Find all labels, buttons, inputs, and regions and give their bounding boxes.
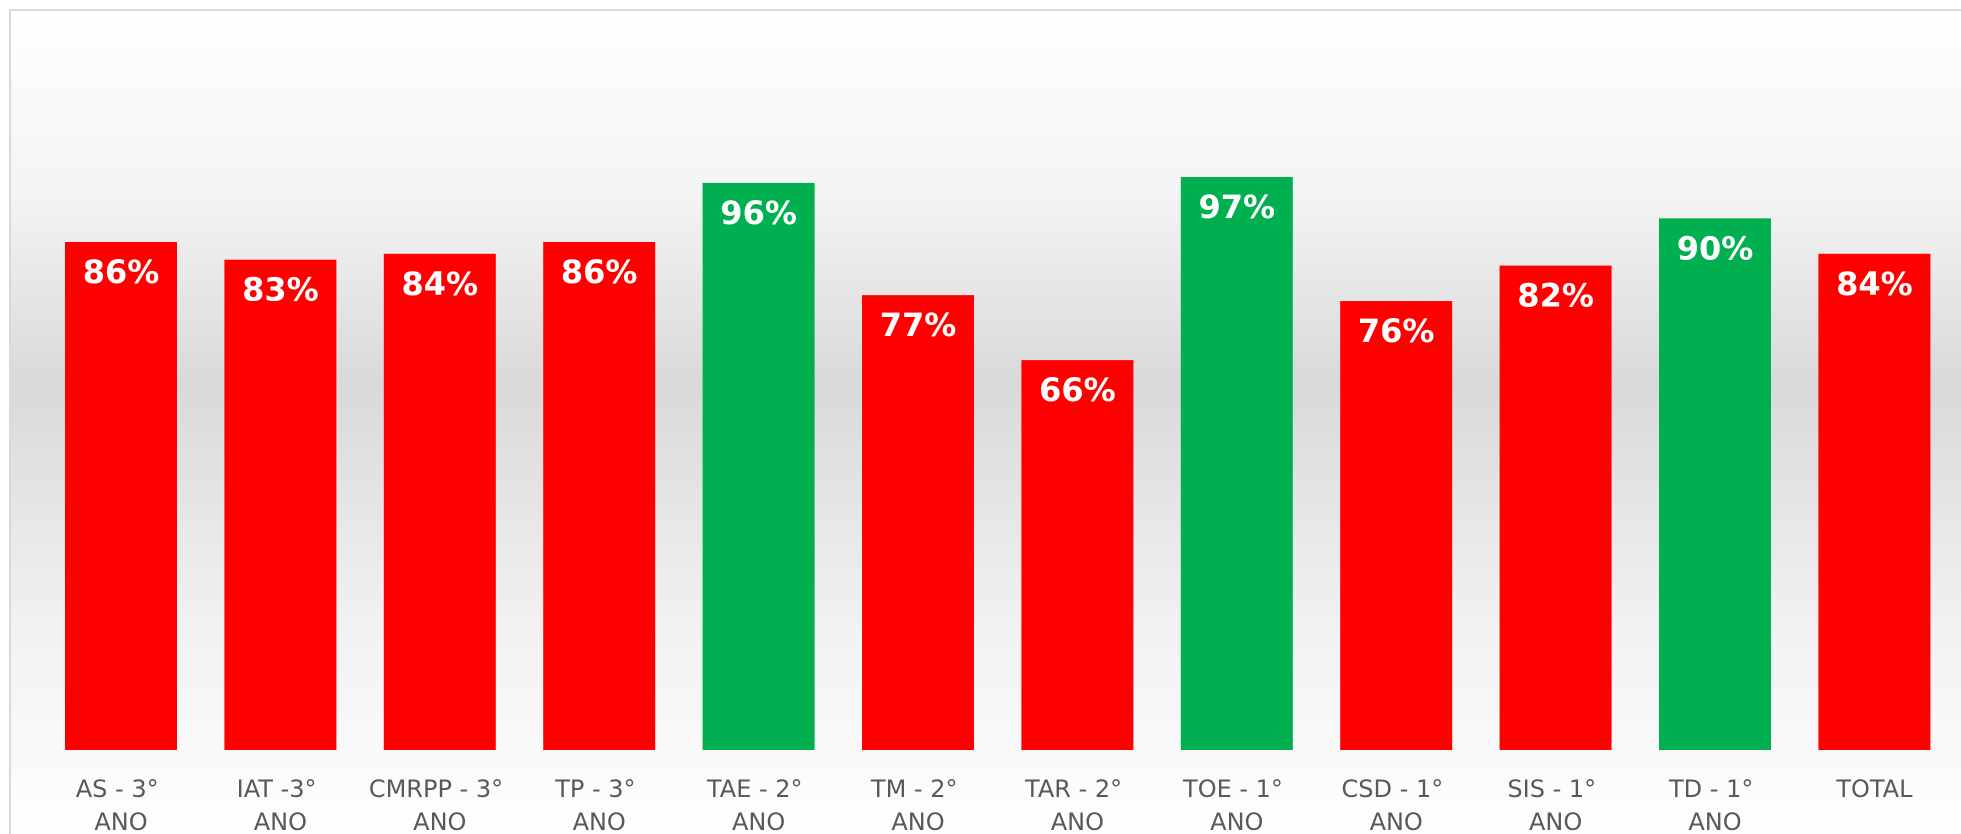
bar xyxy=(65,241,177,751)
bar xyxy=(1180,177,1293,750)
value-label: 86% xyxy=(83,253,160,291)
x-tick-label: IAT -3° ANO xyxy=(237,775,324,834)
bar xyxy=(543,241,656,751)
value-label: 82% xyxy=(1517,277,1594,315)
bar xyxy=(224,259,337,750)
x-tick-label: TOE - 1° ANO xyxy=(1182,775,1291,834)
bar xyxy=(1021,360,1134,750)
value-label: 76% xyxy=(1358,312,1435,350)
x-tick-label: TAR - 2° ANO xyxy=(1024,775,1130,834)
x-tick-label: AS - 3° ANO xyxy=(76,775,166,834)
value-label: 96% xyxy=(720,194,797,232)
x-tick-label: TD - 1° ANO xyxy=(1668,775,1761,834)
bar xyxy=(1499,265,1612,750)
value-label: 97% xyxy=(1199,188,1276,226)
x-tick-label: TAE - 2° ANO xyxy=(706,775,810,834)
x-tick-label: CMRPP - 3° ANO xyxy=(369,775,511,834)
bar xyxy=(383,253,496,750)
x-tick-label: SIS - 1° ANO xyxy=(1507,775,1603,834)
x-tick-label: TM - 2° ANO xyxy=(870,775,965,834)
value-label: 66% xyxy=(1039,371,1116,409)
bar xyxy=(862,295,974,750)
bar xyxy=(702,182,815,750)
value-label: 90% xyxy=(1677,229,1754,267)
x-tick-label: TOTAL xyxy=(1835,775,1913,803)
value-label: 84% xyxy=(1836,265,1913,303)
value-label: 86% xyxy=(561,253,638,291)
bar xyxy=(1818,253,1931,750)
value-label: 84% xyxy=(402,265,479,303)
bar xyxy=(1659,218,1771,750)
x-tick-label: CSD - 1° ANO xyxy=(1342,775,1451,834)
x-tick-label: TP - 3° ANO xyxy=(554,775,643,834)
bar xyxy=(1340,301,1453,750)
value-label: 83% xyxy=(242,271,319,309)
value-label: 77% xyxy=(880,306,957,344)
